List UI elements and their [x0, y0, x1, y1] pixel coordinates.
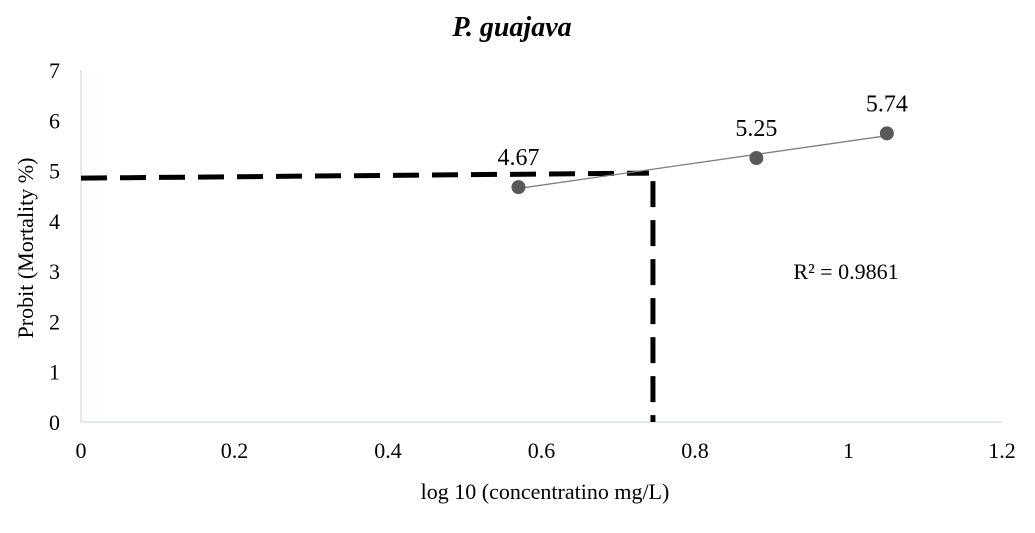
data-point [749, 151, 764, 165]
x-tick-label: 0 [76, 438, 87, 463]
trendline [518, 135, 887, 190]
y-tick-label: 4 [49, 209, 60, 234]
y-axis-title: Probit (Mortality %) [13, 158, 38, 339]
axes [80, 70, 1002, 423]
data-label: 5.74 [866, 91, 908, 117]
x-tick-label: 0.4 [374, 438, 402, 463]
x-tick-label: 0.2 [221, 438, 249, 463]
x-tick-label: 1 [843, 438, 854, 463]
reference-lines [80, 170, 656, 422]
y-tick-label: 1 [49, 360, 60, 385]
y-tick-label: 7 [49, 58, 60, 83]
trendline-layer [518, 135, 887, 190]
y-tick-label: 5 [49, 159, 60, 184]
r-squared-label: R² = 0.9861 [793, 259, 898, 284]
y-tick-label: 0 [49, 410, 60, 435]
data-label: 5.25 [735, 116, 777, 142]
x-tick-label: 0.6 [528, 438, 556, 463]
chart-title: P. guajava [451, 12, 571, 43]
data-point [511, 180, 526, 195]
horizontal-reference-line [80, 170, 649, 181]
y-tick-label: 3 [49, 259, 60, 284]
y-tick-label: 6 [49, 108, 60, 133]
y-tick-labels: 0 1 2 3 4 5 6 7 [49, 58, 60, 435]
x-tick-label: 0.8 [681, 438, 709, 463]
data-points [511, 126, 894, 195]
y-tick-label: 2 [49, 309, 60, 334]
data-point [879, 126, 894, 141]
x-tick-label: 1.2 [988, 438, 1016, 463]
data-labels: 4.67 5.25 5.74 [497, 91, 907, 171]
x-axis-title: log 10 (concentratino mg/L) [421, 479, 670, 504]
data-label: 4.67 [497, 145, 539, 171]
x-tick-labels: 0 0.2 0.4 0.6 0.8 1 1.2 [76, 438, 1016, 463]
